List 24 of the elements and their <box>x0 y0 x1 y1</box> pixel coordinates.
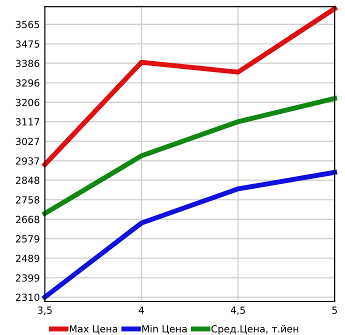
y-tick-label: 3296 <box>16 79 40 87</box>
y-tick-label: 3386 <box>16 60 40 68</box>
legend-label: Min Цена <box>142 324 187 334</box>
x-tick-label: 5 <box>332 306 337 314</box>
y-tick-label: 2579 <box>16 235 40 242</box>
x-tick-label: 4 <box>138 306 144 314</box>
y-tick-label: 3206 <box>16 98 40 106</box>
line-series <box>42 96 338 216</box>
y-tick-label: 2489 <box>16 254 40 262</box>
legend-label: Сред.Цена, т.йен <box>211 325 298 334</box>
y-tick-label: 3027 <box>16 138 40 146</box>
x-tick-label: 3,5 <box>38 306 52 315</box>
y-tick-label: 2310 <box>16 294 40 301</box>
y-tick-label: 2399 <box>16 274 40 282</box>
y-tick-label: 2668 <box>16 216 40 224</box>
y-tick-label: 2758 <box>16 196 40 204</box>
y-tick-label: 3117 <box>16 118 40 126</box>
y-tick-label: 2848 <box>16 176 40 184</box>
legend-label: Max Цена <box>70 325 118 334</box>
y-tick-label: 2937 <box>16 157 40 165</box>
x-tick-label: 4,5 <box>230 306 245 315</box>
y-tick-label: 3475 <box>16 40 40 48</box>
y-tick-label: 3565 <box>16 20 40 28</box>
line-series <box>42 170 338 300</box>
